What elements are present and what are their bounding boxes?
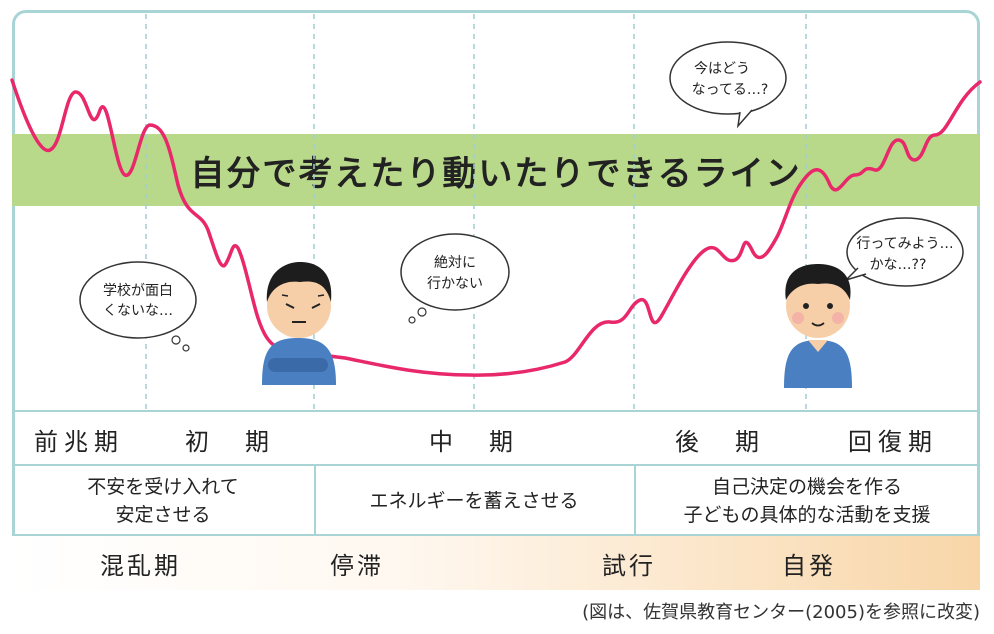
phase-early: 初 期: [185, 427, 275, 456]
speech-bubble-now: 今はどう なってる…?: [669, 41, 787, 129]
phase-row: 前兆期 初 期 中 期 後 期 回復期: [12, 410, 980, 464]
support-early-line2: 安定させる: [115, 504, 211, 526]
state-spontaneous: 自発: [782, 551, 836, 580]
support-late-line1: 自己決定の機会を作る: [711, 476, 902, 498]
worried-boy-icon: [262, 262, 336, 385]
thought-bubble-school: 学校が面白 くないな…: [79, 261, 197, 352]
support-early: 不安を受け入れて 安定させる: [12, 466, 316, 536]
state-confusion: 混乱期: [100, 551, 181, 580]
state-trial: 試行: [602, 551, 656, 580]
bubble-school-line1: 学校が面白: [103, 282, 173, 299]
phase-late: 後 期: [675, 427, 765, 456]
support-middle: エネルギーを蓄えさせる: [314, 466, 636, 536]
state-row: 混乱期 停滞 試行 自発: [12, 536, 980, 590]
support-early-line1: 不安を受け入れて: [87, 476, 239, 498]
source-credit: (図は、佐賀県教育センター(2005)を参照に改変): [582, 602, 980, 623]
support-row: 不安を受け入れて 安定させる エネルギーを蓄えさせる 自己決定の機会を作る 子ど…: [12, 464, 980, 536]
mood-line: [10, 78, 982, 377]
bubble-try-line1: 行ってみよう…: [856, 236, 953, 252]
bubble-try-line2: かな…??: [870, 257, 927, 273]
bubble-now-line1: 今はどう: [694, 61, 750, 77]
phase-prodromal: 前兆期: [34, 427, 124, 456]
ability-line-label: 自分で考えたり動いたりできるライン: [190, 153, 802, 194]
bubble-absolutely-line2: 行かない: [427, 276, 483, 292]
bubble-now-line2: なってる…?: [692, 82, 769, 98]
support-late-line2: 子どもの具体的な活動を支援: [683, 504, 931, 526]
state-stagnation: 停滞: [330, 551, 384, 580]
bubble-absolutely-line1: 絶対に: [434, 255, 476, 271]
hopeful-boy-icon: [784, 264, 852, 388]
phase-recovery: 回復期: [848, 427, 938, 456]
thought-bubble-absolutely: 絶対に 行かない: [400, 233, 510, 324]
speech-bubble-try: 行ってみよう… かな…??: [845, 217, 964, 287]
support-middle-line1: エネルギーを蓄えさせる: [369, 490, 579, 512]
phase-middle: 中 期: [429, 427, 519, 456]
bubble-school-line2: くないな…: [103, 303, 173, 319]
support-late: 自己決定の機会を作る 子どもの具体的な活動を支援: [634, 466, 980, 536]
